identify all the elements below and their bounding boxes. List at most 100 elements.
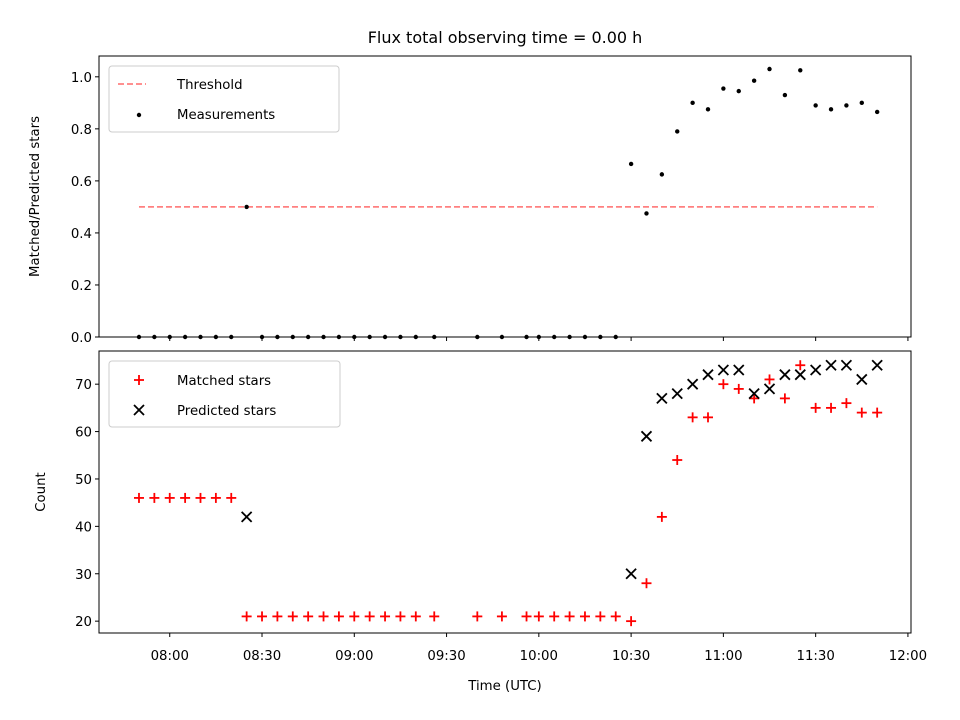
top-legend: Threshold Measurements	[108, 65, 340, 133]
predicted-star-point-12	[794, 369, 806, 381]
bottom-y-tick-label-3: 50	[75, 473, 92, 488]
matched-star-point-36	[733, 383, 744, 394]
matched-star-point-16	[380, 611, 391, 622]
predicted-star-point-13	[810, 364, 822, 376]
matched-star-point-14	[349, 611, 360, 622]
top-y-ticks: 0.0 0.2 0.4 0.6 0.8 1.0	[71, 71, 99, 346]
measurement-point-45	[874, 109, 880, 115]
matched-star-point-6	[226, 492, 237, 503]
matched-star-point-24	[549, 611, 560, 622]
x-tick-label-6: 11:00	[704, 649, 742, 664]
matched-star-point-31	[656, 511, 667, 522]
legend-matched-label: Matched stars	[177, 374, 271, 389]
x-tick-label-7: 11:30	[796, 649, 834, 664]
top-marks	[136, 66, 880, 340]
x-tick-label-5: 10:30	[612, 649, 650, 664]
top-y-tick-label-1: 0.2	[71, 279, 92, 294]
measurement-point-37	[751, 78, 757, 83]
bottom-y-tick-label-2: 40	[75, 520, 92, 535]
matched-star-point-7	[241, 611, 252, 622]
matched-star-point-13	[333, 611, 344, 622]
bottom-x-ticks: 08:00 08:30 09:00 09:30 10:00 10:30 11:00 11:30…	[151, 633, 927, 664]
measurement-point-31	[659, 172, 665, 177]
top-x-ticks	[169, 337, 909, 341]
bottom-y-tick-label-5: 70	[75, 378, 92, 393]
predicted-star-point-2	[640, 430, 653, 442]
top-panel: 0.0 0.2 0.4 0.6 0.8 1.0 Matched/Predicted sta…	[28, 55, 912, 346]
matched-star-point-34	[703, 412, 713, 423]
matched-star-point-22	[521, 611, 532, 622]
predicted-star-point-0	[240, 511, 253, 523]
matched-star-point-40	[795, 360, 806, 371]
predicted-star-point-14	[825, 359, 837, 371]
predicted-star-point-16	[856, 373, 868, 386]
matched-star-point-37	[749, 393, 760, 404]
x-tick-label-3: 09:30	[427, 649, 465, 664]
matched-star-point-33	[687, 412, 698, 423]
matched-star-point-27	[595, 611, 606, 622]
matched-star-point-25	[564, 611, 575, 622]
matched-star-point-15	[364, 611, 375, 622]
legend-predicted-label: Predicted stars	[177, 404, 276, 419]
x-tick-label-1: 08:30	[243, 649, 281, 664]
legend-threshold-label: Threshold	[176, 78, 243, 93]
matched-star-point-42	[826, 402, 837, 413]
measurement-point-36	[736, 88, 741, 94]
predicted-star-point-17	[871, 359, 883, 371]
matched-star-point-38	[764, 374, 775, 385]
measurement-point-40	[798, 68, 803, 73]
matched-star-point-28	[610, 611, 621, 622]
top-y-tick-label-5: 1.0	[71, 71, 92, 86]
x-tick-label-8: 12:00	[889, 649, 927, 664]
matched-star-point-5	[210, 492, 221, 503]
matched-star-point-29	[626, 616, 637, 627]
matched-star-point-30	[641, 578, 652, 589]
matched-star-point-21	[496, 611, 507, 622]
matched-star-point-0	[133, 492, 144, 503]
matched-star-point-19	[429, 611, 440, 622]
predicted-star-point-5	[686, 378, 699, 390]
top-y-tick-label-2: 0.4	[71, 227, 92, 242]
matched-star-point-12	[318, 611, 329, 622]
legend-measurements-swatch	[136, 112, 142, 118]
predicted-star-point-9	[748, 388, 760, 400]
predicted-star-point-15	[840, 359, 853, 371]
measurement-point-30	[644, 211, 649, 216]
measurement-point-39	[782, 92, 788, 98]
matched-star-point-2	[164, 492, 175, 503]
bottom-y-tick-label-1: 30	[75, 568, 92, 583]
measurement-point-29	[628, 161, 634, 167]
matched-star-point-26	[579, 611, 590, 622]
bottom-panel: 20 30 40 50 60 70 08:00 08:30 09:00 09:30 10:00 10…	[34, 350, 927, 694]
measurement-point-34	[705, 107, 711, 112]
top-y-axis-label: Matched/Predicted stars	[28, 116, 43, 277]
measurement-point-41	[813, 103, 818, 108]
bottom-axes-frame	[98, 350, 912, 634]
matched-star-point-23	[533, 611, 544, 622]
matched-star-point-43	[841, 398, 852, 409]
x-tick-label-0: 08:00	[151, 649, 189, 664]
matched-star-point-10	[287, 611, 298, 622]
matched-star-point-39	[779, 393, 790, 404]
bottom-legend: Matched stars Predicted stars	[108, 360, 341, 428]
chart-title: Flux total observing time = 0.00 h	[368, 28, 643, 47]
bottom-y-tick-label-4: 60	[75, 426, 92, 441]
matched-star-point-17	[395, 611, 406, 622]
matched-star-point-3	[180, 492, 191, 503]
measurement-point-38	[767, 66, 772, 72]
measurement-point-43	[844, 103, 849, 108]
measurement-point-35	[721, 86, 726, 91]
measurement-point-42	[828, 107, 834, 112]
matched-star-point-20	[472, 611, 483, 622]
predicted-star-point-8	[733, 364, 745, 376]
measurement-point-44	[859, 100, 864, 106]
predicted-star-point-11	[779, 369, 791, 381]
matched-star-point-1	[149, 492, 160, 503]
bottom-y-axis-label: Count	[34, 472, 49, 512]
x-axis-label: Time (UTC)	[467, 679, 542, 694]
predicted-star-point-6	[702, 369, 714, 381]
matched-star-point-11	[303, 611, 314, 622]
predicted-star-point-7	[717, 364, 730, 376]
legend-matched-swatch	[134, 375, 144, 385]
